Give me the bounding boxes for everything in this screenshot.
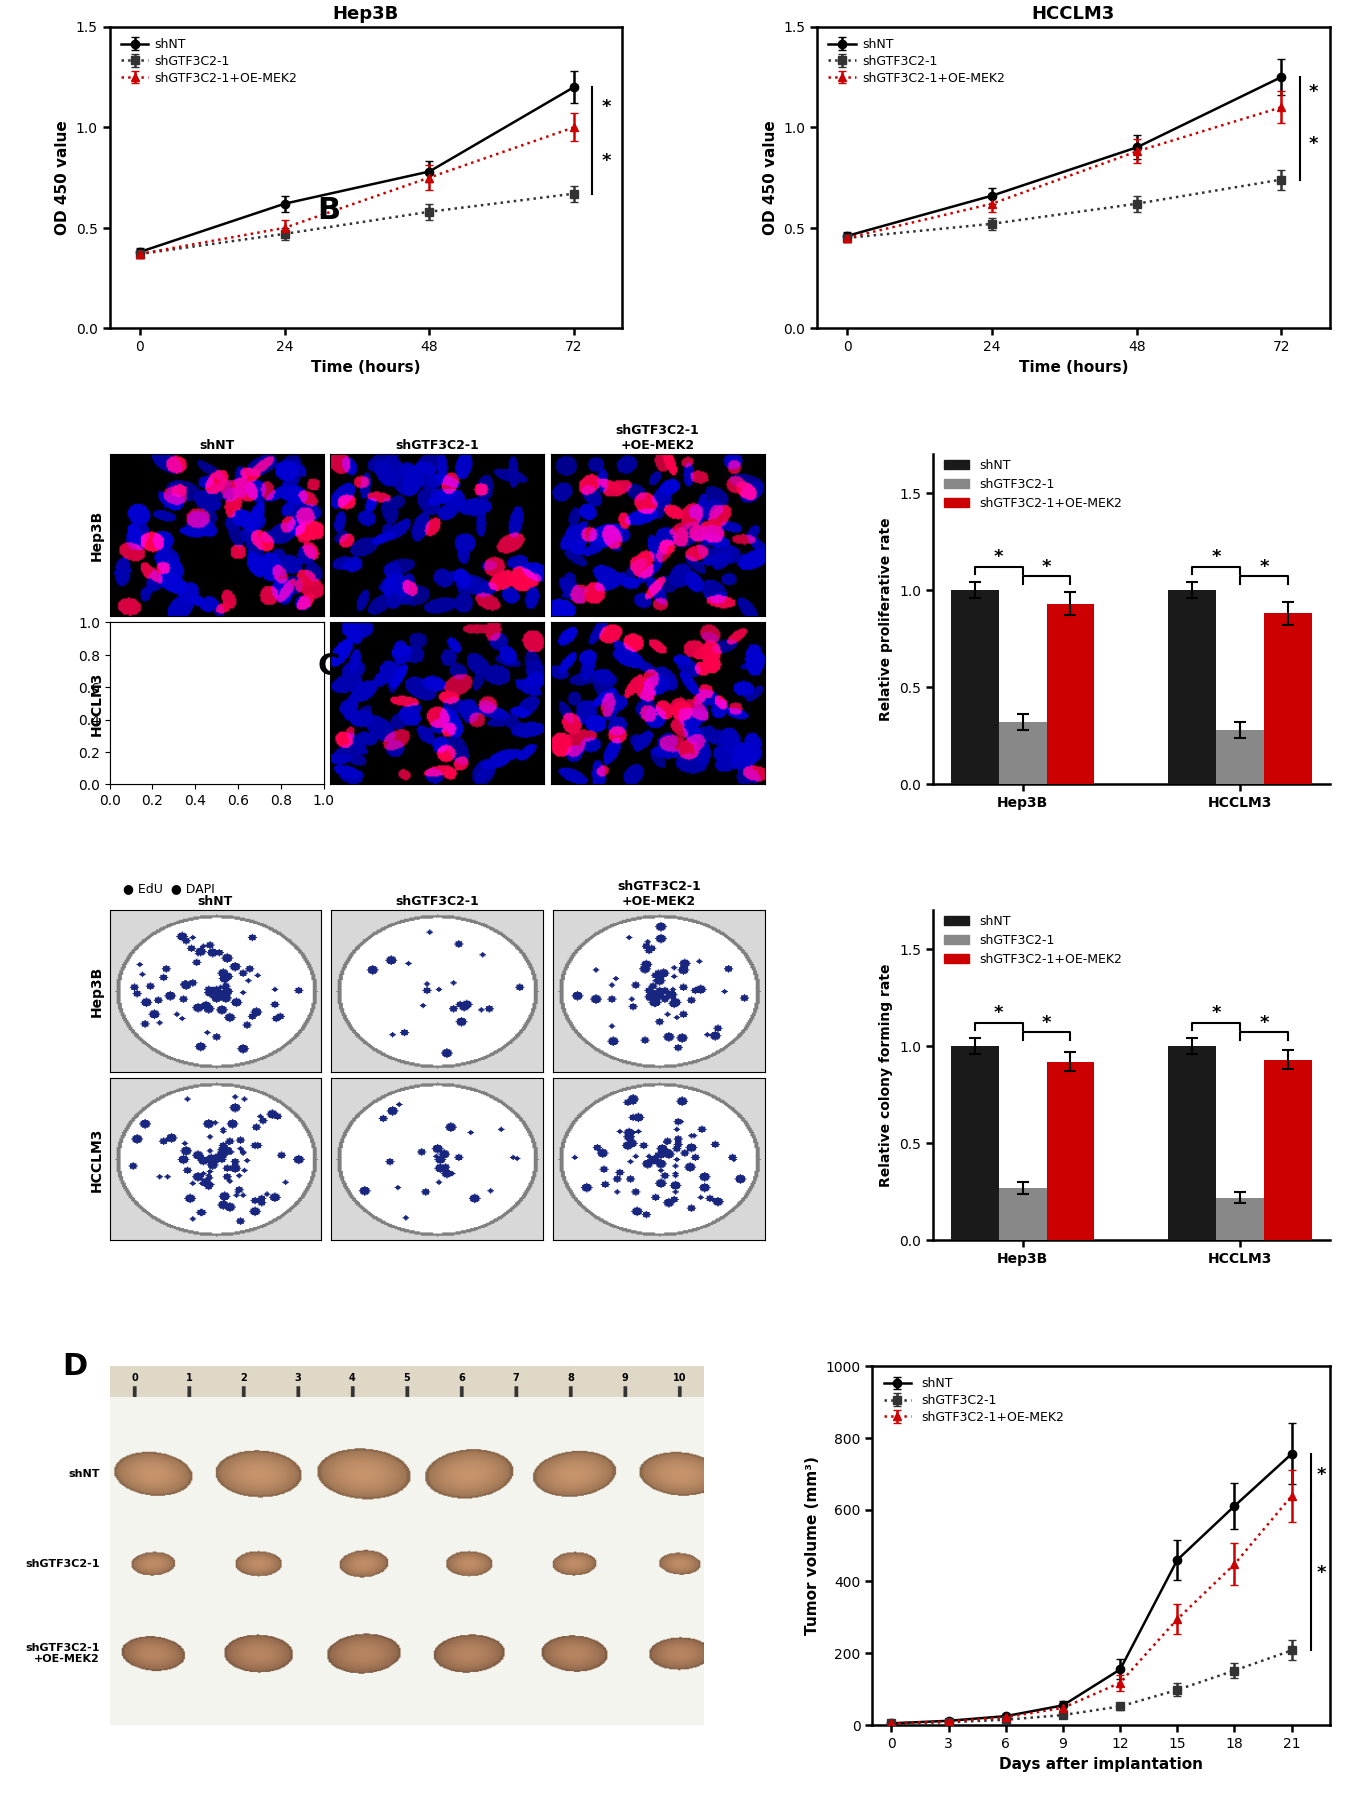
Text: *: *	[993, 548, 1003, 566]
Legend: shNT, shGTF3C2-1, shGTF3C2-1+OE-MEK2: shNT, shGTF3C2-1, shGTF3C2-1+OE-MEK2	[878, 1373, 1069, 1429]
Text: 2: 2	[240, 1373, 247, 1382]
Y-axis label: Hep3B: Hep3B	[90, 965, 104, 1017]
Text: *: *	[601, 99, 610, 117]
Text: *: *	[1258, 557, 1267, 575]
Text: 7: 7	[512, 1373, 519, 1382]
Text: 3: 3	[295, 1373, 301, 1382]
X-axis label: Days after implantation: Days after implantation	[999, 1756, 1203, 1772]
Y-axis label: Relative proliferative rate: Relative proliferative rate	[880, 518, 893, 721]
Title: shNT: shNT	[197, 895, 233, 907]
Bar	[1215, 730, 1263, 785]
Title: shGTF3C2-1
+OE-MEK2: shGTF3C2-1 +OE-MEK2	[616, 879, 700, 907]
Text: shNT: shNT	[68, 1468, 100, 1479]
Y-axis label: Hep3B: Hep3B	[90, 510, 104, 561]
Y-axis label: OD 450 value: OD 450 value	[55, 120, 70, 235]
Legend: shNT, shGTF3C2-1, shGTF3C2-1+OE-MEK2: shNT, shGTF3C2-1, shGTF3C2-1+OE-MEK2	[938, 455, 1126, 516]
Text: 4: 4	[349, 1373, 356, 1382]
Text: 5: 5	[403, 1373, 410, 1382]
Bar	[1167, 589, 1215, 785]
X-axis label: Time (hours): Time (hours)	[311, 359, 421, 376]
Text: *: *	[1258, 1014, 1267, 1031]
Title: shGTF3C2-1: shGTF3C2-1	[395, 438, 478, 451]
Bar	[1263, 1060, 1311, 1240]
Y-axis label: Tumor volume (mm³): Tumor volume (mm³)	[804, 1456, 819, 1635]
Text: *: *	[1308, 83, 1318, 101]
Bar	[1167, 1046, 1215, 1240]
Text: *: *	[1308, 135, 1318, 153]
Text: 9: 9	[621, 1373, 627, 1382]
Y-axis label: OD 450 value: OD 450 value	[762, 120, 777, 235]
Text: *: *	[1315, 1466, 1325, 1484]
Text: *: *	[993, 1005, 1003, 1022]
Text: *: *	[1041, 557, 1051, 575]
Text: 1: 1	[185, 1373, 192, 1382]
Text: ● EdU  ● DAPI: ● EdU ● DAPI	[123, 872, 215, 884]
Text: 10: 10	[673, 1373, 686, 1382]
Text: B: B	[318, 196, 341, 225]
Text: *: *	[1041, 1014, 1051, 1031]
Y-axis label: HCCLM3: HCCLM3	[90, 672, 104, 735]
Text: *: *	[1315, 1563, 1325, 1581]
Bar	[999, 1188, 1045, 1240]
Bar	[1263, 613, 1311, 785]
Text: shGTF3C2-1: shGTF3C2-1	[25, 1558, 100, 1569]
Text: shGTF3C2-1
+OE-MEK2: shGTF3C2-1 +OE-MEK2	[25, 1642, 100, 1664]
X-axis label: Time (hours): Time (hours)	[1018, 359, 1128, 376]
Text: C: C	[318, 652, 340, 681]
Bar	[999, 722, 1045, 785]
Bar	[1045, 1062, 1093, 1240]
Bar	[1215, 1199, 1263, 1240]
Bar	[1045, 604, 1093, 785]
Bar	[951, 589, 999, 785]
Title: HCCLM3: HCCLM3	[1032, 5, 1114, 23]
Bar	[951, 1046, 999, 1240]
Legend: shNT, shGTF3C2-1, shGTF3C2-1+OE-MEK2: shNT, shGTF3C2-1, shGTF3C2-1+OE-MEK2	[938, 909, 1126, 970]
Text: 0: 0	[132, 1373, 138, 1382]
Text: 8: 8	[567, 1373, 574, 1382]
Title: Hep3B: Hep3B	[333, 5, 399, 23]
Title: shNT: shNT	[199, 438, 234, 451]
Legend: shNT, shGTF3C2-1, shGTF3C2-1+OE-MEK2: shNT, shGTF3C2-1, shGTF3C2-1+OE-MEK2	[116, 32, 303, 90]
Y-axis label: HCCLM3: HCCLM3	[90, 1127, 104, 1191]
Y-axis label: Relative colony forming rate: Relative colony forming rate	[880, 963, 893, 1188]
Text: ● EdU  ● DAPI: ● EdU ● DAPI	[123, 882, 215, 895]
Text: D: D	[62, 1351, 88, 1380]
Text: *: *	[601, 151, 610, 169]
Text: *: *	[1211, 548, 1221, 566]
Text: 6: 6	[458, 1373, 464, 1382]
Text: *: *	[1211, 1005, 1221, 1022]
Legend: shNT, shGTF3C2-1, shGTF3C2-1+OE-MEK2: shNT, shGTF3C2-1, shGTF3C2-1+OE-MEK2	[823, 32, 1010, 90]
Title: shGTF3C2-1: shGTF3C2-1	[395, 895, 478, 907]
Title: shGTF3C2-1
+OE-MEK2: shGTF3C2-1 +OE-MEK2	[615, 424, 699, 451]
